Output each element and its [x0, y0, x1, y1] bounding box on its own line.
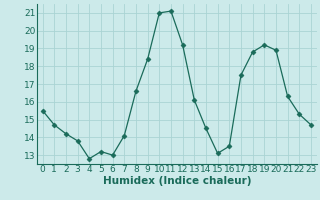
X-axis label: Humidex (Indice chaleur): Humidex (Indice chaleur) [102, 176, 251, 186]
